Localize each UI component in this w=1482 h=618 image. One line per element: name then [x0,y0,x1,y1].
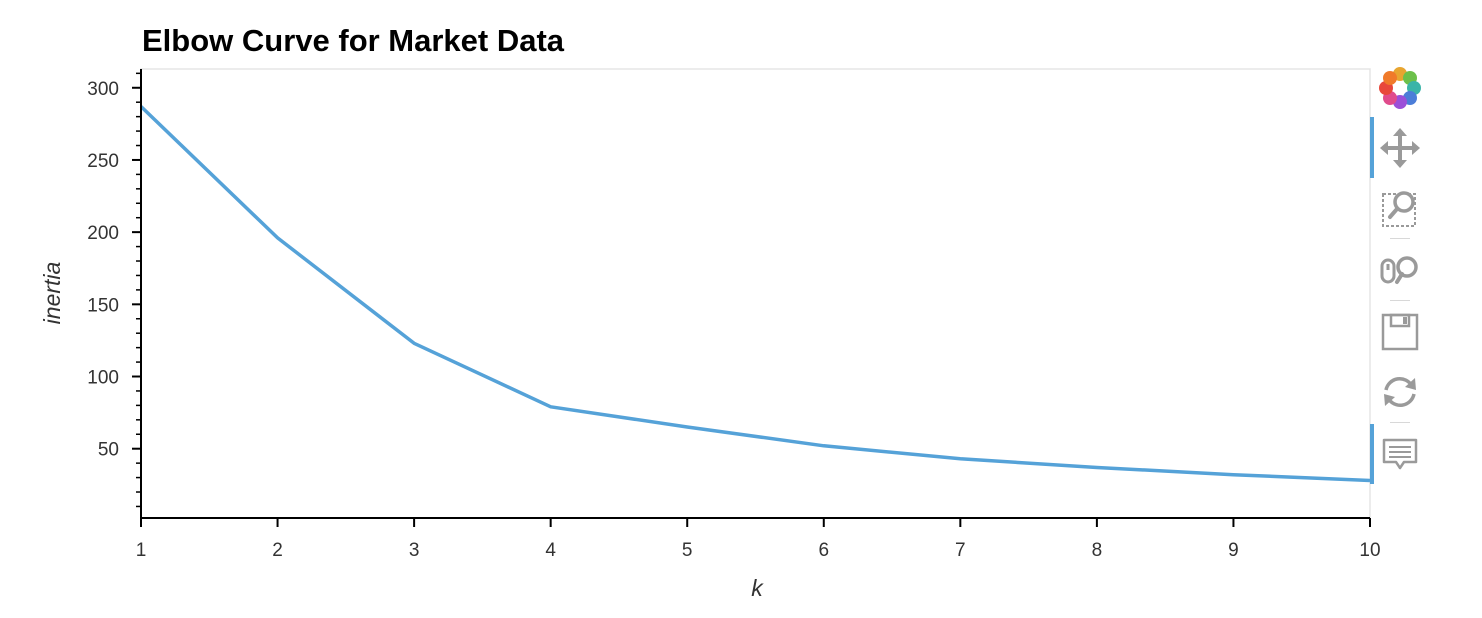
reset-tool-button[interactable] [1378,370,1422,414]
x-tick-label: 9 [1228,540,1239,561]
hover-icon [1382,438,1418,470]
x-tick-label: 1 [136,540,147,561]
wheel-zoom-tool-button[interactable] [1378,248,1422,292]
reset-icon [1384,377,1416,407]
x-axis: 1 2 3 4 5 6 7 8 9 10 [136,517,1381,561]
x-tick-label: 10 [1359,540,1380,561]
x-tick-label: 4 [545,540,556,561]
pan-tool-button[interactable] [1378,126,1422,170]
y-tick-label: 250 [87,151,119,172]
wheel-zoom-icon [1380,256,1418,284]
chart-title: Elbow Curve for Market Data [142,23,565,58]
chart-toolbar [1370,62,1430,492]
plot-area [139,105,1371,483]
box-zoom-icon [1382,191,1416,227]
x-tick-label: 7 [955,540,966,561]
toolbar-separator [1390,238,1410,239]
x-tick-label: 6 [818,540,829,561]
y-tick-label: 200 [87,223,119,244]
y-tick-label: 50 [98,440,119,461]
toolbar-separator [1390,300,1410,301]
save-tool-button[interactable] [1378,310,1422,354]
y-tick-label: 100 [87,368,119,389]
hover-tool-button[interactable] [1378,432,1422,476]
x-axis-label: k [751,575,764,601]
save-icon [1381,313,1419,351]
y-tick-label: 150 [87,295,119,316]
plot-frame [140,68,1371,519]
series-line-inertia [139,105,1371,483]
x-tick-label: 3 [409,540,420,561]
bokeh-logo-icon[interactable] [1378,66,1422,110]
hover-active-indicator [1370,424,1374,484]
x-tick-label: 8 [1092,540,1103,561]
toolbar-separator [1390,422,1410,423]
box-zoom-tool-button[interactable] [1378,186,1422,230]
x-tick-label: 2 [272,540,283,561]
pan-icon [1380,128,1420,168]
x-tick-label: 5 [682,540,693,561]
y-axis-label: inertia [39,262,65,325]
y-axis: 50 100 150 200 250 300 [87,69,142,518]
y-tick-label: 300 [87,79,119,100]
pan-active-indicator [1370,117,1374,178]
